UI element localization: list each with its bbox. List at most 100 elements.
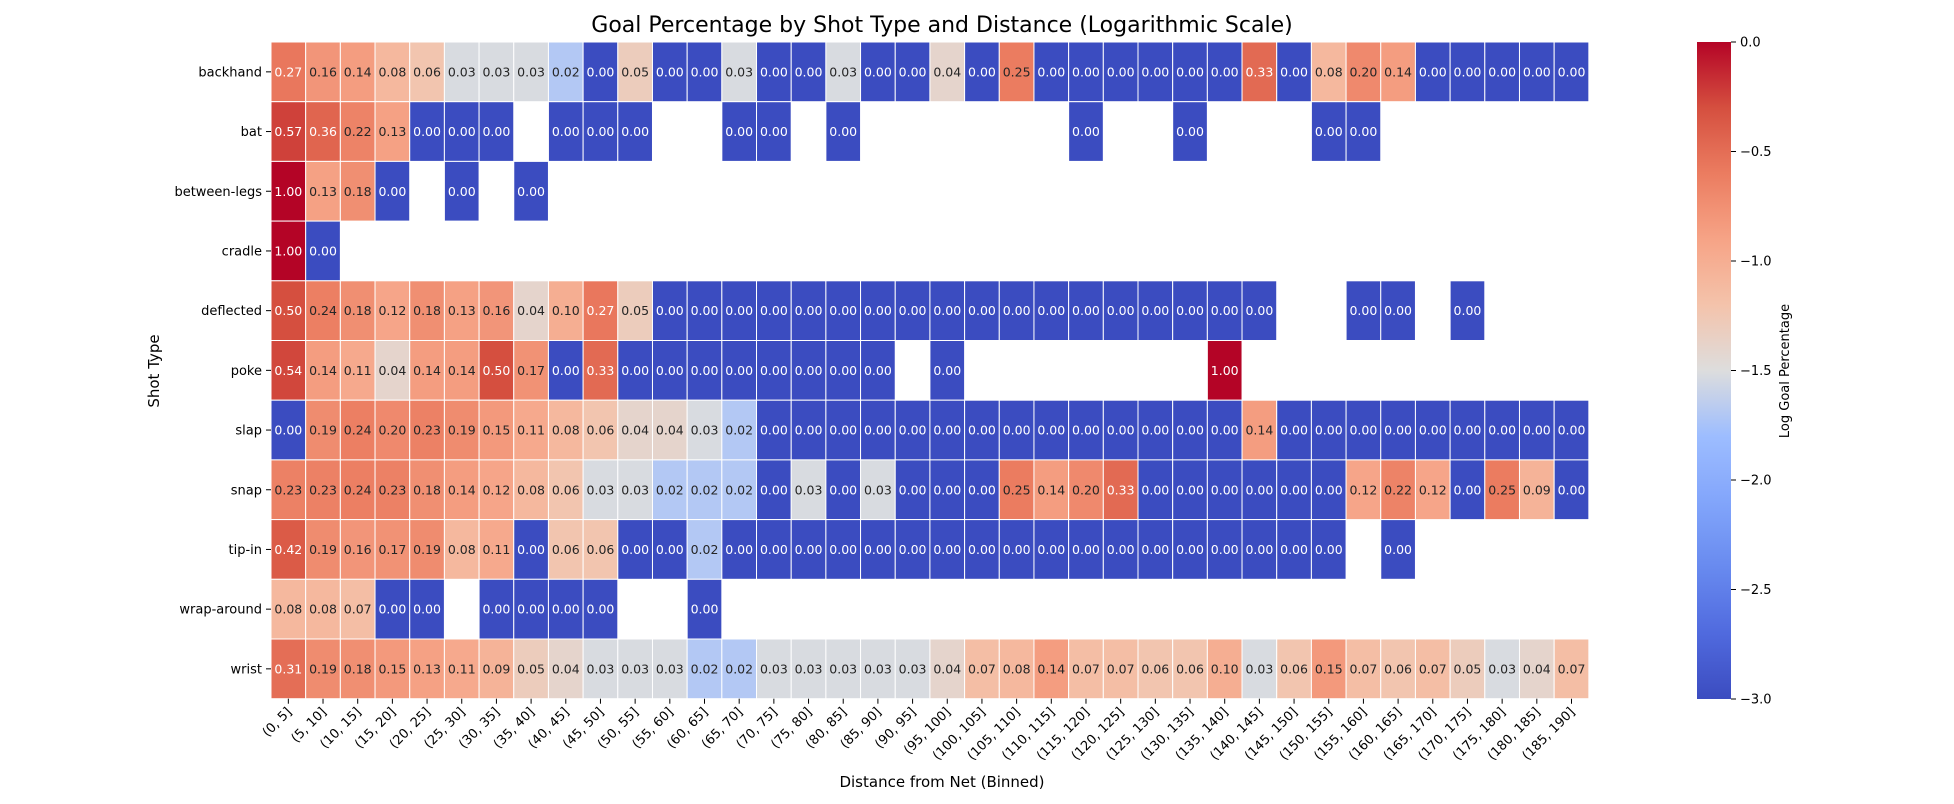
y-tick-labels: backhand bat between-legs cradle deflected po… [174, 65, 271, 677]
heatmap-cell [339, 519, 376, 580]
cell-value-label: 0.10 [552, 303, 580, 318]
heatmap-cell [1310, 519, 1347, 580]
heatmap-cell [1345, 101, 1382, 162]
cell-value-label: 0.00 [1141, 542, 1169, 557]
cell-value-label: 0.06 [552, 542, 580, 557]
cell-value-label: 0.16 [482, 303, 510, 318]
cell-value-label: 0.08 [309, 602, 337, 617]
cell-value-label: 0.00 [552, 363, 580, 378]
cell-value-label: 0.00 [933, 482, 961, 497]
heatmap-cell [790, 399, 827, 461]
cell-value-label: 0.19 [309, 423, 337, 438]
cell-value-label: 0.00 [552, 124, 580, 139]
cell-value-label: 0.00 [1176, 303, 1204, 318]
heatmap-cell [998, 280, 1035, 341]
y-tick-label: slap [235, 424, 262, 439]
y-tick-label: deflected [201, 304, 262, 319]
cell-value-label: 0.03 [691, 423, 719, 438]
cell-value-label: 0.00 [1072, 542, 1100, 557]
cell-value-label: 0.00 [482, 602, 510, 617]
cell-value-label: 0.00 [517, 184, 545, 199]
cell-value-label: 0.15 [378, 661, 406, 676]
cell-value-label: 0.00 [1523, 423, 1551, 438]
cell-value-label: 0.00 [1454, 423, 1482, 438]
cell-value-label: 0.00 [1037, 423, 1065, 438]
cell-value-label: 0.00 [378, 602, 406, 617]
cell-value-label: 0.00 [899, 482, 927, 497]
heatmap-cell [756, 280, 792, 341]
cell-value-label: 0.00 [864, 542, 892, 557]
heatmap-cell [790, 519, 827, 580]
cell-value-label: 0.00 [1003, 423, 1031, 438]
cell-value-label: 0.00 [621, 363, 649, 378]
heatmap-cell [686, 399, 723, 461]
cell-value-label: 0.00 [1280, 423, 1308, 438]
cell-value-label: 0.02 [691, 542, 719, 557]
heatmap-cell [270, 399, 307, 461]
heatmap-cell [339, 578, 376, 640]
cell-value-label: 0.00 [1384, 542, 1412, 557]
heatmap-cell [443, 160, 480, 222]
heatmap-cell [790, 41, 827, 103]
heatmap-cell [1449, 41, 1486, 103]
cell-value-label: 0.16 [344, 542, 372, 557]
colorbar-tick-label: −1.0 [1740, 255, 1772, 270]
cell-value-label: 0.00 [1107, 542, 1135, 557]
cell-value-label: 0.00 [968, 542, 996, 557]
heatmap-cell [478, 280, 515, 341]
cell-value-label: 0.00 [448, 184, 476, 199]
heatmap-cell [513, 41, 549, 103]
heatmap-cell [1484, 41, 1520, 103]
heatmap-cell [582, 280, 619, 341]
cell-value-label: 0.20 [378, 423, 406, 438]
heatmap-cell [756, 459, 792, 521]
cell-value-label: 0.12 [1419, 482, 1447, 497]
cell-value-label: 0.00 [1454, 303, 1482, 318]
heatmap-cell [1380, 399, 1416, 461]
heatmap-cell [756, 340, 792, 401]
heatmap-cell [860, 638, 896, 700]
heatmap-cell [894, 519, 931, 580]
colorbar-label: Log Goal Percentage [1778, 304, 1793, 438]
heatmap-cell [651, 280, 688, 341]
cell-value-label: 0.00 [691, 303, 719, 318]
heatmap-cell [339, 638, 376, 700]
heatmap-cell [305, 578, 341, 640]
heatmap-cell [1414, 41, 1451, 103]
chart-title: Goal Percentage by Shot Type and Distanc… [591, 13, 1292, 38]
cell-value-label: 0.11 [482, 542, 510, 557]
cell-value-label: 0.00 [1176, 423, 1204, 438]
cell-value-label: 0.08 [552, 423, 580, 438]
cell-value-label: 0.03 [1245, 661, 1273, 676]
cell-value-label: 0.19 [413, 542, 441, 557]
heatmap-cell [964, 519, 1000, 580]
cell-value-label: 0.18 [413, 482, 441, 497]
cell-value-label: 0.33 [587, 363, 615, 378]
heatmap-cell [721, 399, 758, 461]
cell-value-label: 0.00 [1211, 542, 1239, 557]
heatmap-cell [547, 399, 584, 461]
heatmap-cell [1345, 638, 1382, 700]
cell-value-label: 0.00 [760, 124, 788, 139]
cell-value-label: 0.14 [1037, 661, 1065, 676]
heatmap-cells: 0.27 0.16 0.14 0.08 0.06 0.03 0.03 0.03 0.02 0.00… [270, 41, 1590, 700]
cell-value-label: 0.00 [1384, 303, 1412, 318]
heatmap-cell [756, 519, 792, 580]
cell-value-label: 0.00 [274, 423, 302, 438]
heatmap-cell [1449, 459, 1486, 521]
cell-value-label: 0.12 [378, 303, 406, 318]
cell-value-label: 0.15 [1315, 661, 1343, 676]
cell-value-label: 0.03 [517, 64, 545, 79]
cell-value-label: 0.00 [933, 363, 961, 378]
cell-value-label: 0.31 [274, 661, 302, 676]
heatmap-cell [1276, 399, 1312, 461]
heatmap-cell [964, 41, 1000, 103]
cell-value-label: 0.03 [760, 661, 788, 676]
y-tick-label: cradle [222, 244, 262, 259]
cell-value-label: 0.17 [378, 542, 406, 557]
cell-value-label: 0.00 [1558, 64, 1586, 79]
heatmap-cell [339, 399, 376, 461]
cell-value-label: 0.08 [517, 482, 545, 497]
